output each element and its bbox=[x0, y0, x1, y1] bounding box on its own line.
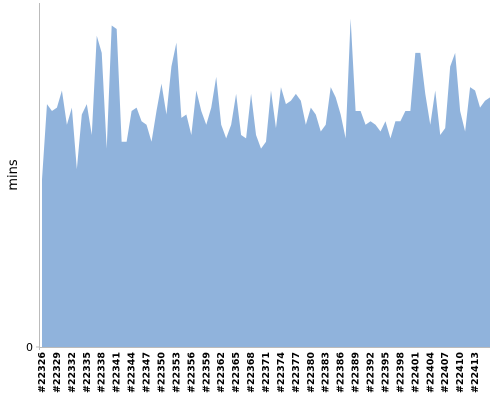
x-tick-label: #22326 bbox=[37, 352, 48, 393]
x-tick-label: #22362 bbox=[216, 352, 227, 393]
x-tick-label: #22344 bbox=[127, 352, 138, 393]
x-tick-label: #22410 bbox=[455, 352, 466, 393]
x-tick-label: #22350 bbox=[156, 352, 167, 393]
x-tick-label: #22386 bbox=[336, 352, 347, 393]
x-tick-label: #22371 bbox=[261, 352, 272, 393]
x-tick-label: #22392 bbox=[366, 352, 377, 393]
y-axis-label: mins bbox=[6, 159, 21, 191]
x-tick-label: #22347 bbox=[142, 352, 153, 393]
x-tick-label: #22398 bbox=[395, 352, 406, 393]
x-tick-label: #22338 bbox=[97, 352, 108, 393]
x-tick-label: #22389 bbox=[351, 352, 362, 393]
x-tick-label: #22335 bbox=[82, 352, 93, 393]
x-tick-label: #22383 bbox=[321, 352, 332, 393]
x-tick-label: #22413 bbox=[470, 352, 481, 393]
y-tick-label: 0 bbox=[26, 341, 33, 354]
x-tick-label: #22404 bbox=[425, 352, 436, 393]
x-tick-label: #22356 bbox=[186, 352, 197, 393]
area bbox=[42, 18, 490, 348]
x-tick-label: #22329 bbox=[52, 352, 63, 393]
x-tick-label: #22341 bbox=[112, 352, 123, 393]
x-tick-label: #22380 bbox=[306, 352, 317, 393]
x-tick-label: #22401 bbox=[410, 352, 421, 393]
x-tick-label: #22365 bbox=[231, 352, 242, 393]
x-tick-label: #22374 bbox=[276, 352, 287, 393]
x-tick-label: #22332 bbox=[67, 352, 78, 393]
x-tick-label: #22395 bbox=[380, 352, 391, 393]
x-tick-label: #22377 bbox=[291, 352, 302, 393]
x-tick-label: #22368 bbox=[246, 352, 257, 393]
x-tick-label: #22359 bbox=[201, 352, 212, 393]
x-tick-label: #22407 bbox=[440, 352, 451, 393]
x-tick-label: #22353 bbox=[171, 352, 182, 393]
